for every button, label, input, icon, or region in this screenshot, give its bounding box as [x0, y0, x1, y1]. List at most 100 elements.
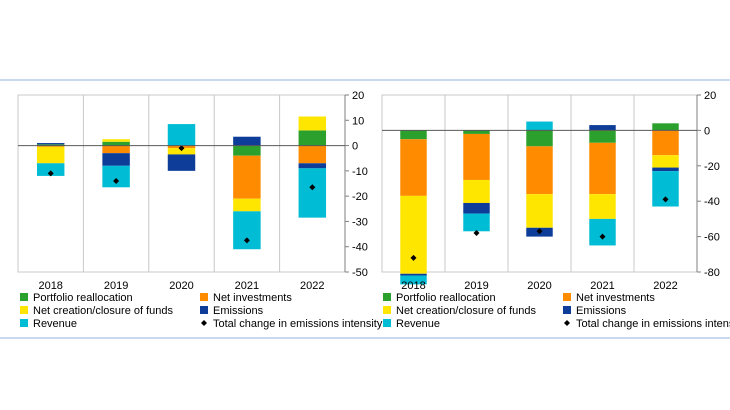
bar-net-creation-closure-2019: [463, 179, 490, 203]
y-tick-label: -30: [352, 216, 368, 228]
bar-portfolio-reallocation-2018: [400, 130, 427, 140]
legend-swatch-revenue: [383, 319, 391, 327]
bar-net-investments-2018: [36, 145, 65, 147]
legend-swatch-emissions: [200, 306, 208, 314]
legend-label-revenue: Revenue: [396, 318, 440, 330]
bar-net-creation-closure-2019: [102, 139, 130, 142]
legend-label-net-creation-closure: Net creation/closure of funds: [396, 305, 537, 317]
bar-portfolio-reallocation-2022: [298, 130, 327, 146]
y-tick-label: 0: [704, 125, 710, 137]
legend-swatch-total: [201, 320, 207, 326]
bar-revenue-2021: [233, 211, 261, 250]
legend-label-portfolio-reallocation: Portfolio reallocation: [33, 292, 133, 304]
bar-emissions-2022: [298, 163, 327, 169]
bar-net-creation-closure-2021: [589, 194, 616, 219]
total-marker-2021: [599, 233, 606, 240]
y-tick-label: 0: [352, 141, 358, 153]
bar-net-investments-2020: [526, 146, 553, 195]
bar-emissions-2022: [652, 167, 679, 172]
bar-emissions-2018: [36, 143, 65, 145]
legend-swatch-total: [564, 320, 570, 326]
bar-net-creation-closure-2022: [652, 155, 679, 168]
bar-portfolio-reallocation-2021: [233, 145, 261, 156]
bar-revenue-2018: [36, 163, 65, 176]
x-tick-label: 2022: [300, 280, 324, 292]
bar-emissions-2020: [167, 154, 196, 171]
bar-revenue-2018: [400, 275, 427, 285]
left-chart-panel: 20 10 0 -10 -20 -30 -40 -50 2018 2019 2020 2021 2022…: [17, 90, 383, 330]
legend-swatch-portfolio-reallocation: [20, 293, 28, 301]
legend-swatch-net-creation-closure: [383, 306, 391, 314]
y-tick-label: 20: [704, 90, 716, 102]
bar-net-creation-closure-2020: [526, 194, 553, 228]
bar-net-investments-2021: [233, 155, 261, 199]
bar-net-investments-2019: [463, 133, 490, 180]
bar-net-creation-closure-2020: [167, 148, 196, 155]
bar-net-investments-2019: [102, 145, 130, 154]
legend-label-net-investments: Net investments: [576, 292, 655, 304]
right-chart-panel: 20 0 -20 -40 -60 -80 2018 2019 2020 2021 2022 Portf…: [381, 90, 730, 330]
total-marker-2022: [662, 196, 669, 203]
total-marker-2018: [410, 254, 417, 261]
total-marker-2018: [47, 170, 54, 177]
legend-label-net-investments: Net investments: [213, 292, 292, 304]
bar-emissions-2021: [233, 136, 261, 146]
legend-label-emissions: Emissions: [213, 305, 264, 317]
total-marker-2019: [473, 230, 480, 237]
x-tick-label: 2020: [527, 280, 551, 292]
y-tick-label: -10: [352, 166, 368, 178]
bar-emissions-2021: [589, 125, 616, 131]
y-tick-label: -40: [704, 196, 720, 208]
total-marker-2021: [243, 237, 250, 244]
bar-revenue-2021: [589, 218, 616, 246]
y-tick-label: 20: [352, 90, 364, 102]
total-marker-2019: [113, 177, 120, 184]
bar-portfolio-reallocation-2020: [526, 130, 553, 147]
legend-label-revenue: Revenue: [33, 318, 77, 330]
bar-portfolio-reallocation-2019: [463, 130, 490, 134]
legend-label-portfolio-reallocation: Portfolio reallocation: [396, 292, 496, 304]
legend-swatch-net-investments: [563, 293, 571, 301]
bar-revenue-2019: [102, 165, 130, 188]
legend-swatch-revenue: [20, 319, 28, 327]
x-tick-label: 2018: [401, 280, 425, 292]
bar-revenue-2019: [463, 213, 490, 232]
bar-net-creation-closure-2018: [36, 146, 65, 164]
bar-revenue-2022: [298, 168, 327, 218]
legend-swatch-net-investments: [200, 293, 208, 301]
bar-portfolio-reallocation-2018: [36, 144, 65, 146]
x-tick-label: 2019: [464, 280, 488, 292]
bar-portfolio-reallocation-2019: [102, 141, 130, 146]
legend-swatch-portfolio-reallocation: [383, 293, 391, 301]
bar-net-investments-2018: [400, 139, 427, 196]
y-tick-label: -50: [352, 267, 368, 279]
bar-portfolio-reallocation-2021: [589, 130, 616, 143]
y-tick-label: 10: [352, 115, 364, 127]
legend-label-emissions: Emissions: [576, 305, 627, 317]
x-tick-label: 2019: [104, 280, 128, 292]
bar-net-investments-2021: [589, 142, 616, 195]
bar-emissions-2018: [400, 273, 427, 276]
plot-area-frame: [17, 94, 346, 273]
y-tick-label: -80: [704, 267, 720, 279]
legend-label-net-creation-closure: Net creation/closure of funds: [33, 305, 174, 317]
total-marker-2022: [309, 184, 316, 191]
legend-swatch-emissions: [563, 306, 571, 314]
x-tick-label: 2021: [235, 280, 259, 292]
bar-revenue-2020: [167, 124, 196, 146]
legend-label-total: Total change in emissions intensity: [576, 318, 730, 330]
x-tick-label: 2020: [169, 280, 193, 292]
bar-net-creation-closure-2018: [400, 195, 427, 274]
total-marker-2020: [178, 145, 185, 152]
bar-net-creation-closure-2021: [233, 198, 261, 212]
x-tick-label: 2022: [653, 280, 677, 292]
y-tick-label: -60: [704, 232, 720, 244]
bar-net-investments-2022: [652, 130, 679, 156]
x-tick-label: 2021: [590, 280, 614, 292]
bar-portfolio-reallocation-2022: [652, 123, 679, 131]
y-tick-label: -40: [352, 242, 368, 254]
legend-swatch-net-creation-closure: [20, 306, 28, 314]
y-tick-label: -20: [352, 191, 368, 203]
y-tick-label: -20: [704, 161, 720, 173]
